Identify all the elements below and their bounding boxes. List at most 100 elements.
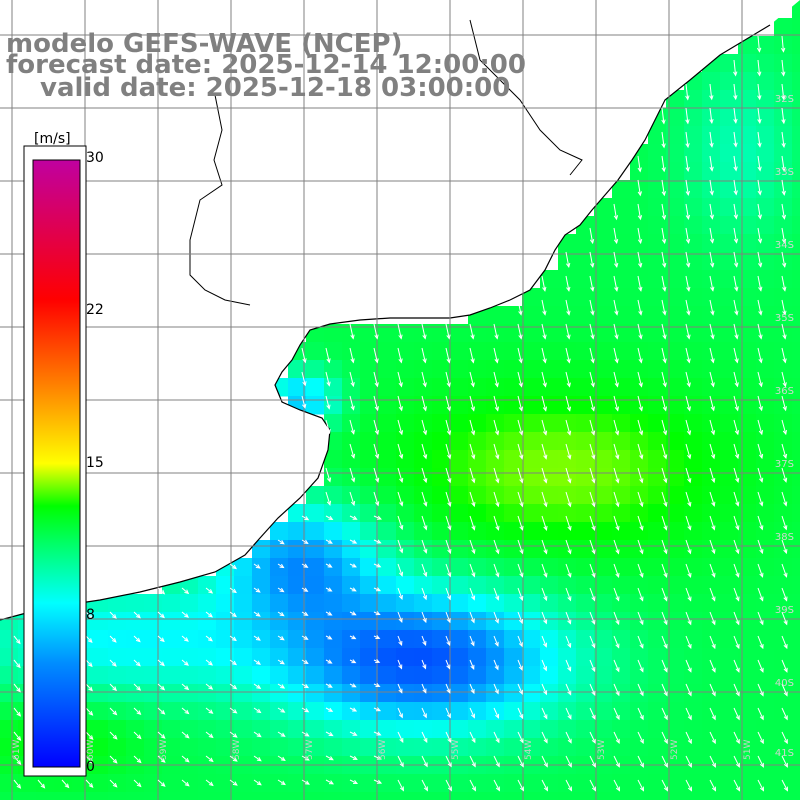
wind-cell (648, 360, 667, 379)
wind-arrow (637, 395, 643, 411)
wind-arrow-head (543, 619, 548, 625)
wind-cell (540, 522, 559, 541)
wind-cell (504, 360, 523, 379)
wind-arrow-head (446, 595, 452, 601)
wind-arrow (757, 779, 764, 791)
wind-arrow (781, 443, 787, 459)
wind-cell (594, 522, 613, 541)
wind-cell (720, 90, 739, 109)
wind-arrow (421, 419, 427, 435)
wind-cell (306, 594, 325, 613)
wind-cell (720, 738, 739, 757)
wind-arrow (709, 419, 715, 435)
wind-arrow-head (639, 549, 644, 555)
colorbar-unit: [m/s] (34, 131, 71, 147)
wind-arrow (613, 731, 620, 744)
wind-arrow (565, 659, 571, 671)
wind-arrow (637, 443, 643, 459)
wind-arrow (229, 659, 237, 665)
wind-cell (414, 666, 433, 685)
wind-cell (558, 684, 577, 703)
wind-arrow-head (710, 310, 715, 316)
wind-cell (792, 252, 800, 271)
wind-cell (342, 324, 361, 343)
wind-cell (576, 450, 595, 469)
wind-cell (612, 234, 631, 253)
wind-cell (720, 468, 739, 487)
wind-cell (774, 306, 793, 325)
wind-cell (414, 612, 433, 631)
wind-arrow-head (494, 406, 500, 412)
wind-arrow-head (232, 564, 238, 570)
wind-arrow (469, 635, 475, 646)
wind-cell (288, 360, 307, 379)
wind-arrow-head (735, 620, 740, 626)
wind-arrow-head (280, 780, 286, 786)
wind-cell (576, 396, 595, 415)
wind-cell (738, 432, 757, 451)
wind-arrow (493, 779, 500, 791)
wind-arrow-head (782, 453, 788, 459)
wind-arrow (469, 419, 475, 435)
wind-arrow-head (687, 643, 692, 650)
wind-arrow-head (783, 739, 788, 745)
wind-cell (630, 666, 649, 685)
wind-cell (396, 576, 415, 595)
wind-cell (666, 702, 685, 721)
wind-cell (594, 702, 613, 721)
wind-arrow (397, 779, 404, 791)
wind-arrow (733, 491, 739, 506)
wind-arrow-head (16, 639, 21, 645)
wind-arrow-head (591, 596, 596, 602)
wind-cell (216, 702, 235, 721)
wind-arrow-head (446, 430, 452, 436)
wind-arrow (517, 611, 523, 624)
wind-cell (792, 558, 800, 577)
wind-cell (306, 396, 325, 415)
wind-cell (234, 594, 253, 613)
wind-cell (288, 738, 307, 757)
wind-arrow (709, 395, 715, 411)
wind-cell (576, 360, 595, 379)
wind-arrow (781, 563, 787, 577)
wind-arrow (661, 659, 668, 672)
wind-arrow-head (591, 762, 596, 768)
wind-cell (0, 720, 19, 739)
wind-arrow-head (757, 71, 762, 77)
wind-arrow-head (615, 786, 620, 792)
wind-cell (558, 648, 577, 667)
wind-cell (594, 414, 613, 433)
wind-arrow (781, 83, 785, 100)
wind-arrow (685, 587, 692, 601)
wind-arrow (253, 779, 262, 786)
wind-arrow-head (734, 286, 739, 292)
wind-arrow-head (302, 381, 307, 387)
wind-cell (180, 774, 199, 793)
wind-cell (792, 792, 800, 800)
wind-arrow-head (88, 614, 93, 620)
wind-cell (306, 774, 325, 793)
wind-arrow (325, 491, 331, 505)
wind-cell (162, 774, 181, 793)
wind-arrow-head (494, 382, 499, 388)
wind-cell (360, 594, 379, 613)
wind-arrow-head (471, 572, 476, 578)
wind-arrow-head (639, 454, 644, 460)
wind-cell (378, 558, 397, 577)
wind-cell (252, 702, 271, 721)
wind-cell (378, 468, 397, 487)
wind-cell (450, 738, 469, 757)
wind-cell (792, 684, 800, 703)
wind-cell (666, 666, 685, 685)
wind-cell (720, 378, 739, 397)
wind-cell (702, 738, 721, 757)
wind-arrow-head (661, 215, 667, 221)
wind-arrow (637, 563, 644, 578)
wind-arrow-head (542, 666, 548, 672)
wind-arrow-head (543, 454, 548, 460)
wind-arrow (757, 587, 764, 601)
wind-cell (162, 648, 181, 667)
wind-arrow (517, 299, 522, 315)
wind-cell (486, 432, 505, 451)
